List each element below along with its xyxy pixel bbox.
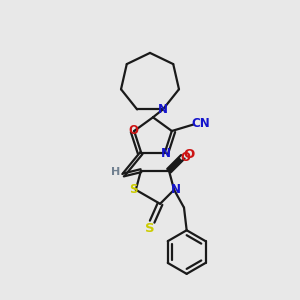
Text: S: S xyxy=(130,183,138,196)
Text: O: O xyxy=(180,151,190,164)
Text: O: O xyxy=(128,124,138,137)
Text: O: O xyxy=(183,148,194,161)
Text: H: H xyxy=(111,167,120,177)
Text: N: N xyxy=(171,183,181,196)
Text: CN: CN xyxy=(191,117,210,130)
Text: S: S xyxy=(146,222,155,235)
Text: N: N xyxy=(158,103,168,116)
Text: N: N xyxy=(160,147,171,160)
